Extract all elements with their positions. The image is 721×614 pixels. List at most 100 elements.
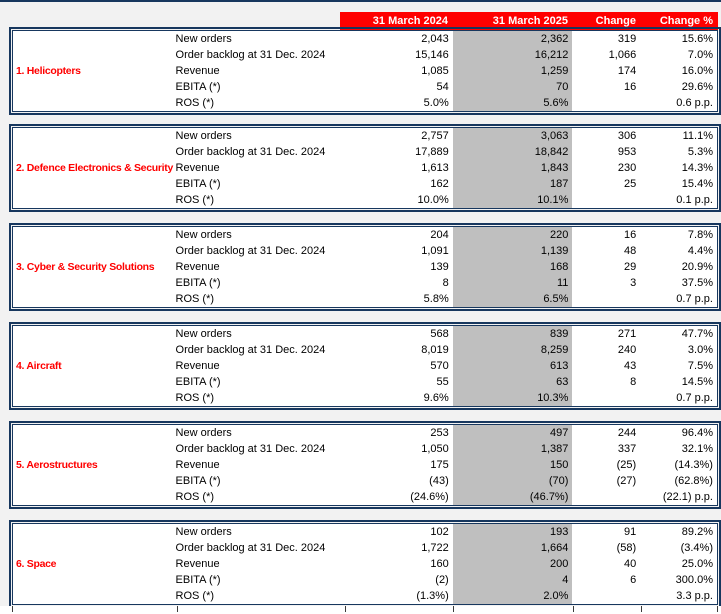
cutoff-gridline-row [0, 606, 721, 614]
cell-change-pct: (22.1) p.p. [662, 491, 713, 503]
table-row: Revenue 570 613 43 7.5% [13, 358, 717, 374]
cell-change: (25) [616, 459, 637, 471]
cell-change: (58) [616, 542, 637, 554]
segment-block: 4. Aircraft New orders 568 839 271 47.7% Order… [9, 322, 721, 410]
table-row: Revenue 160 200 40 25.0% [13, 556, 717, 572]
cell-value-2024: 17,889 [415, 146, 449, 158]
column-header-change: Change [595, 15, 636, 27]
cell-value-2024: 8,019 [421, 344, 449, 356]
cell-change-pct: 0.6 p.p. [676, 97, 713, 109]
cell-value-2024: (43) [429, 475, 449, 487]
cell-value-2024: 568 [430, 328, 449, 340]
cell-change [572, 489, 640, 505]
column-header-31-march-2024: 31 March 2024 [372, 15, 448, 27]
cell-metric-label: EBITA (*) [175, 475, 221, 487]
cell-change-pct: 14.5% [681, 376, 713, 388]
table-row: ROS (*) (1.3%) 2.0% 3.3 p.p. [13, 588, 717, 604]
cell-metric-label: Order backlog at 31 Dec. 2024 [175, 344, 326, 356]
cell-change [572, 192, 640, 208]
cell-value-2024: (24.6%) [410, 491, 449, 503]
table-row: Revenue 1,613 1,843 230 14.3% [13, 160, 717, 176]
cell-metric-label: Revenue [175, 162, 220, 174]
cell-metric-label: New orders [175, 328, 232, 340]
cell-metric-label: EBITA (*) [175, 376, 221, 388]
table-row: ROS (*) 9.6% 10.3% 0.7 p.p. [13, 390, 717, 406]
cell-change: 240 [617, 344, 637, 356]
cell-value-2024: 175 [430, 459, 449, 471]
table-column-header-row: 31 March 2024 31 March 2025 Change Chang… [340, 12, 718, 30]
cell-metric-label: ROS (*) [175, 194, 215, 206]
cell-change-pct: (3.4%) [680, 542, 713, 554]
segment-label: 4. Aircraft [16, 360, 62, 372]
table-row: EBITA (*) 8 11 3 37.5% [13, 275, 717, 291]
cell-value-2025: 168 [452, 259, 573, 275]
cell-value-2025: 497 [452, 425, 573, 441]
table-row: Order backlog at 31 Dec. 2024 15,146 16,21… [13, 47, 717, 63]
segment-label: 1. Helicopters [16, 65, 81, 77]
cell-change-pct: 15.6% [681, 33, 713, 45]
cell-value-2025: 187 [452, 176, 573, 192]
cell-value-2024: 15,146 [415, 49, 449, 61]
cell-change: 43 [623, 360, 637, 372]
table-row: Order backlog at 31 Dec. 2024 1,091 1,139 4… [13, 243, 717, 259]
table-row: Revenue 139 168 29 20.9% [13, 259, 717, 275]
cell-change-pct: 96.4% [681, 427, 713, 439]
table-row: Order backlog at 31 Dec. 2024 8,019 8,259 2… [13, 342, 717, 358]
cell-value-2025: 220 [452, 227, 573, 243]
cell-metric-label: New orders [175, 526, 232, 538]
cell-value-2025: 63 [452, 374, 573, 390]
table-row: EBITA (*) (2) 4 6 300.0% [13, 572, 717, 588]
cell-change-pct: 47.7% [681, 328, 713, 340]
cell-metric-label: EBITA (*) [175, 81, 221, 93]
cell-value-2025: 2.0% [452, 588, 573, 604]
cell-change: 16 [623, 229, 637, 241]
table-row: ROS (*) (24.6%) (46.7%) (22.1) p.p. [13, 489, 717, 505]
cell-metric-label: ROS (*) [175, 97, 215, 109]
segment-block: 1. Helicopters New orders 2,043 2,362 319 15.… [9, 27, 721, 115]
cell-metric-label: Revenue [175, 459, 220, 471]
cell-metric-label: Revenue [175, 558, 220, 570]
cell-value-2025: (46.7%) [452, 489, 573, 505]
cell-change [572, 95, 640, 111]
gridline-tick [453, 606, 454, 612]
segment-label: 2. Defence Electronics & Security [16, 162, 174, 174]
cell-value-2025: 3,063 [452, 128, 573, 144]
cell-change-pct: 3.0% [687, 344, 713, 356]
cell-value-2025: 200 [452, 556, 573, 572]
cell-metric-label: ROS (*) [175, 491, 215, 503]
cell-change: 244 [617, 427, 637, 439]
cell-value-2024: 570 [430, 360, 449, 372]
gridline-tick [345, 606, 346, 612]
cell-metric-label: Revenue [175, 360, 220, 372]
gridline-tick [717, 606, 718, 612]
cell-metric-label: EBITA (*) [175, 178, 221, 190]
table-row: New orders 2,757 3,063 306 11.1% [13, 128, 717, 144]
cell-value-2025: 193 [452, 524, 573, 540]
segment-label: 3. Cyber & Security Solutions [16, 261, 155, 273]
cell-metric-label: Order backlog at 31 Dec. 2024 [175, 245, 326, 257]
cell-change [572, 588, 640, 604]
cell-change: 40 [623, 558, 637, 570]
cell-value-2024: 160 [430, 558, 449, 570]
cell-change: 1,066 [608, 49, 637, 61]
cell-metric-label: EBITA (*) [175, 277, 221, 289]
table-row: ROS (*) 5.8% 6.5% 0.7 p.p. [13, 291, 717, 307]
cell-metric-label: New orders [175, 427, 232, 439]
segment-label: 5. Aerostructures [16, 459, 98, 471]
table-row: ROS (*) 5.0% 5.6% 0.6 p.p. [13, 95, 717, 111]
cell-metric-label: ROS (*) [175, 590, 215, 602]
cell-value-2025: 150 [452, 457, 573, 473]
table-row: EBITA (*) 55 63 8 14.5% [13, 374, 717, 390]
cell-value-2024: 1,613 [421, 162, 449, 174]
column-header-31-march-2025: 31 March 2025 [492, 15, 568, 27]
cell-change-pct: 7.8% [687, 229, 713, 241]
cell-change-pct: 0.1 p.p. [676, 194, 713, 206]
cell-metric-label: Order backlog at 31 Dec. 2024 [175, 146, 326, 158]
cell-change-pct: 15.4% [681, 178, 713, 190]
cell-value-2024: 5.8% [423, 293, 449, 305]
cell-change-pct: 16.0% [681, 65, 713, 77]
cell-change-pct: 5.3% [687, 146, 713, 158]
cell-value-2024: 204 [430, 229, 449, 241]
table-row: EBITA (*) 162 187 25 15.4% [13, 176, 717, 192]
cell-change: 48 [623, 245, 637, 257]
